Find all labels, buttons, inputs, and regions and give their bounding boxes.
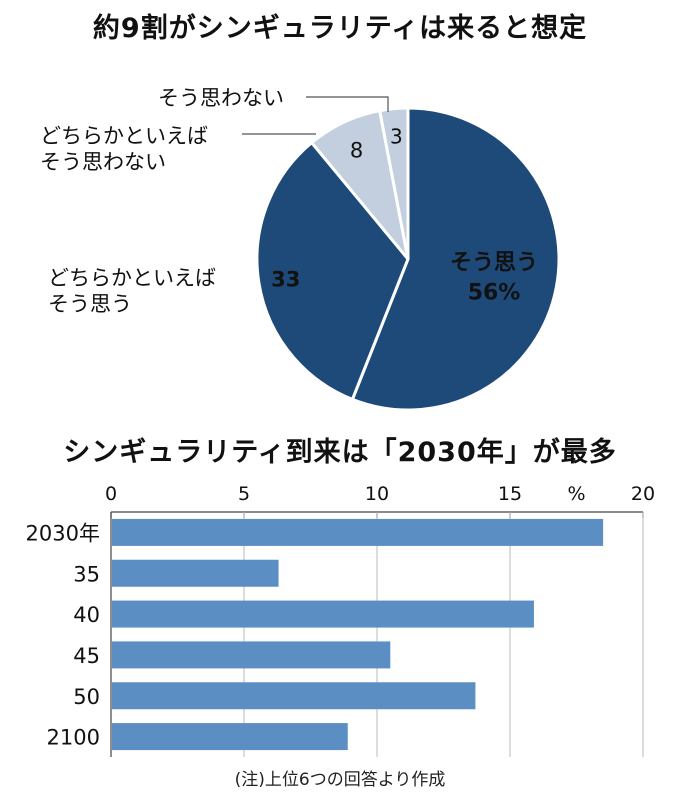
pie-label-3-value: 3: [390, 125, 403, 149]
pie-category-label-3: そう思わない: [158, 86, 284, 110]
pie-category-label-1-line1: そう思う: [48, 292, 132, 316]
category-label-4: 50: [73, 685, 100, 709]
category-label-2: 40: [73, 603, 100, 627]
bar-4: [112, 682, 476, 710]
pie-slice-3: [377, 106, 410, 260]
pie-category-label-2-line0: どちらかといえば: [40, 124, 208, 148]
pie-category-label-1-line0: どちらかといえば: [48, 266, 216, 290]
footnote: (注)上位6つの回答より作成: [234, 770, 446, 790]
bar-0: [112, 518, 604, 546]
pie-label-1-value: 33: [271, 267, 300, 291]
x-tick-label-1: 5: [238, 483, 250, 505]
pie-slice-0: [350, 106, 561, 412]
x-tick-label-3: 15: [498, 483, 522, 505]
pie-chart: そう思う56%3383どちらかといえばそう思うどちらかといえばそう思わないそう思…: [40, 86, 561, 412]
bar-chart-title: シンギュラリティ到来は「2030年」が最多: [63, 437, 617, 468]
leader-line-3: [306, 96, 389, 112]
pie-label-0-value: 56%: [468, 280, 521, 305]
category-label-5: 2100: [47, 726, 100, 750]
category-label-3: 45: [73, 644, 100, 668]
category-label-1: 35: [73, 562, 100, 586]
bar-5: [112, 723, 348, 751]
pie-category-label-2-line1: そう思わない: [40, 150, 166, 174]
pie-chart-title: 約9割がシンギュラリティは来ると想定: [92, 13, 588, 44]
x-tick-label-0: 0: [105, 483, 117, 505]
pie-label-0-name: そう思う: [450, 250, 538, 275]
pie-slice-1: [255, 140, 410, 402]
x-tick-label-2: 10: [365, 483, 389, 505]
bar-2: [112, 600, 534, 628]
pie-label-2-value: 8: [350, 139, 363, 163]
category-label-0: 2030年: [26, 521, 100, 545]
x-tick-label-4: %: [567, 483, 585, 505]
bar-1: [112, 559, 279, 587]
x-tick-label-5: 20: [631, 483, 655, 505]
bar-3: [112, 641, 391, 669]
